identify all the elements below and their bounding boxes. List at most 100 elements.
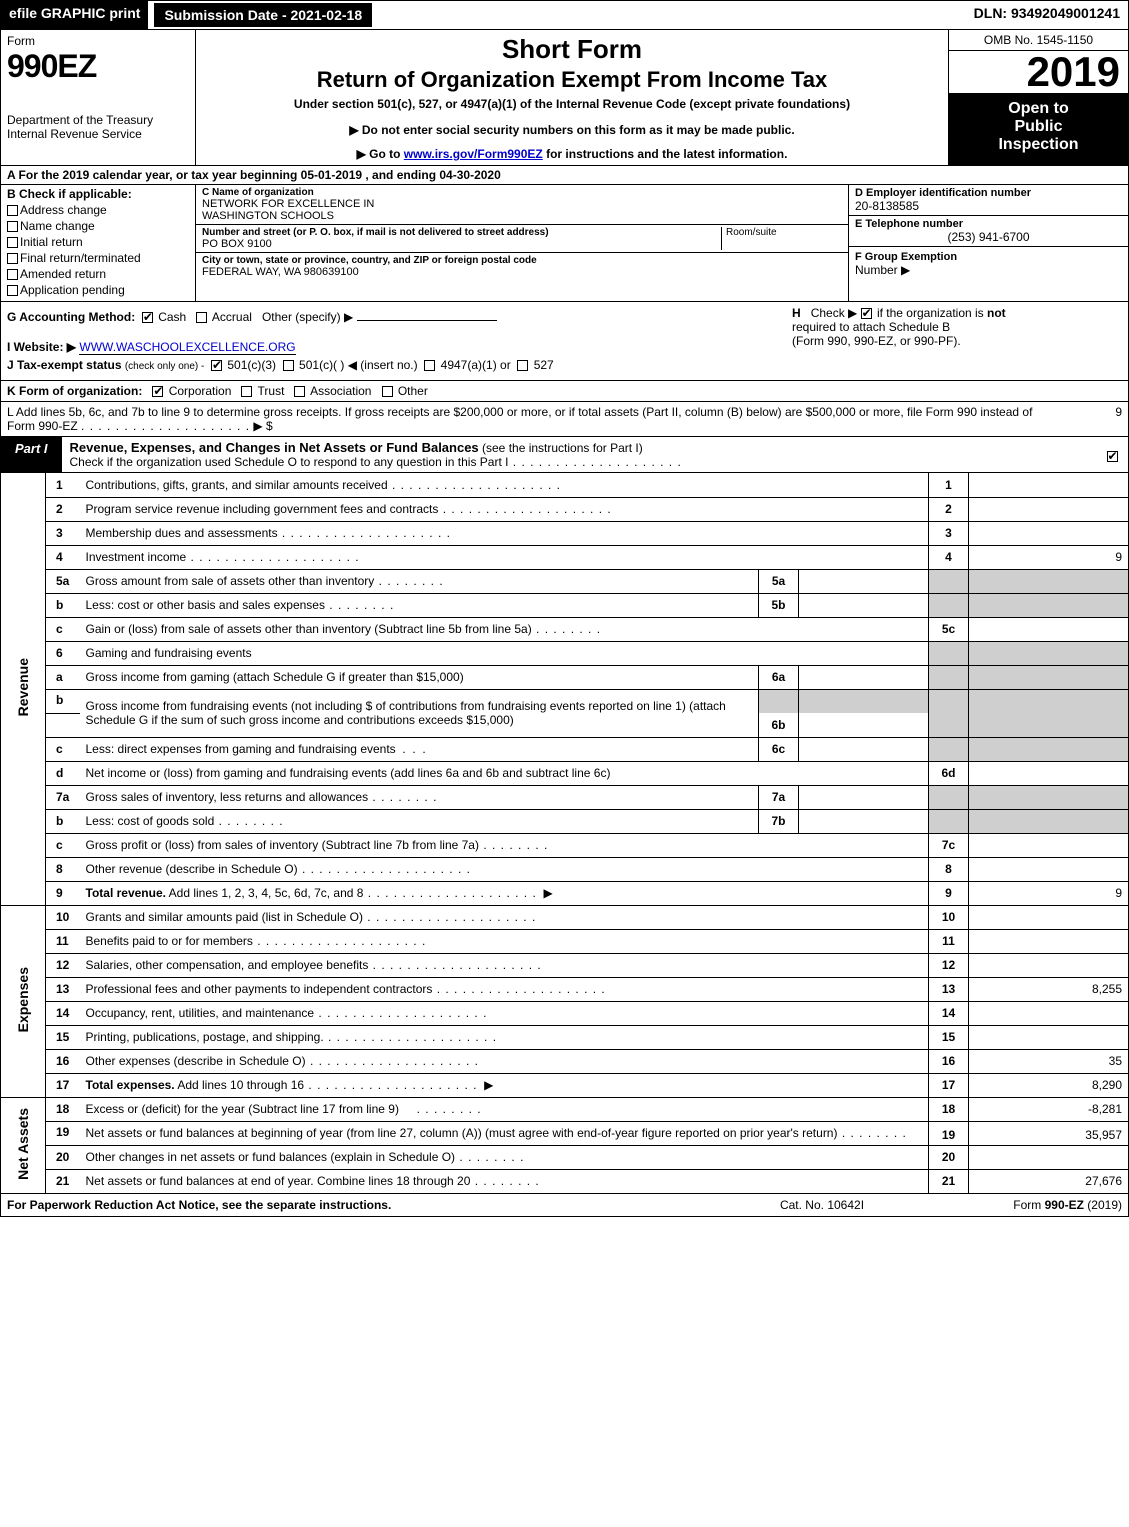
form-header: Form 990EZ Department of the Treasury In…	[0, 30, 1129, 166]
g-accrual-checkbox[interactable]	[196, 312, 207, 323]
row-14: 14 Occupancy, rent, utilities, and maint…	[1, 1001, 1129, 1025]
l9-num: 9	[929, 881, 969, 905]
dept-irs: Internal Revenue Service	[7, 127, 189, 141]
top-bar: efile GRAPHIC print Submission Date - 20…	[0, 0, 1129, 30]
l1-no: 1	[46, 473, 80, 497]
netassets-side-label: Net Assets	[1, 1097, 46, 1193]
k-other-checkbox[interactable]	[382, 386, 393, 397]
l5a-sub: 5a	[759, 569, 799, 593]
row-8: 8 Other revenue (describe in Schedule O)…	[1, 857, 1129, 881]
l-amount: 9	[1062, 405, 1122, 433]
l7b-amt-grey	[969, 809, 1129, 833]
l16-desc: Other expenses (describe in Schedule O)	[80, 1049, 929, 1073]
org-name-label: C Name of organization	[202, 187, 842, 198]
k-corp-checkbox[interactable]	[152, 386, 163, 397]
open-public-inspection: Open to Public Inspection	[949, 94, 1128, 165]
h-text4: (Form 990, 990-EZ, or 990-PF).	[792, 334, 961, 348]
l16-num: 16	[929, 1049, 969, 1073]
cb-amended-return[interactable]: Amended return	[7, 267, 189, 281]
l10-no: 10	[46, 905, 80, 929]
city-label: City or town, state or province, country…	[202, 255, 842, 266]
l10-num: 10	[929, 905, 969, 929]
l7b-no: b	[46, 809, 80, 833]
row-7c: c Gross profit or (loss) from sales of i…	[1, 833, 1129, 857]
g-cash-checkbox[interactable]	[142, 312, 153, 323]
l13-desc: Professional fees and other payments to …	[80, 977, 929, 1001]
part1-schedule-o-checkbox[interactable]	[1107, 451, 1118, 462]
l6a-amt-grey	[969, 665, 1129, 689]
l5a-no: 5a	[46, 569, 80, 593]
j-label: J Tax-exempt status	[7, 358, 122, 372]
ein-cell: D Employer identification number 20-8138…	[849, 185, 1128, 216]
j-501c-checkbox[interactable]	[283, 360, 294, 371]
footer-center: Cat. No. 10642I	[722, 1198, 922, 1212]
l15-amt	[969, 1025, 1129, 1049]
l5a-num-grey	[929, 569, 969, 593]
l4-desc: Investment income	[80, 545, 929, 569]
j-paren: (check only one) -	[125, 361, 204, 372]
section-ghij: H Check ▶ if the organization is not req…	[0, 302, 1129, 381]
g-other-input[interactable]	[357, 320, 497, 321]
form-number: 990EZ	[7, 48, 189, 85]
website-link[interactable]: WWW.WASCHOOLEXCELLENCE.ORG	[79, 340, 295, 355]
l14-amt	[969, 1001, 1129, 1025]
header-right: OMB No. 1545-1150 2019 Open to Public In…	[948, 30, 1128, 165]
part1-dots	[508, 455, 681, 469]
l6b-amt-grey	[969, 689, 1129, 737]
topbar-spacer	[374, 1, 966, 29]
l6a-no: a	[46, 665, 80, 689]
l1-num: 1	[929, 473, 969, 497]
l1-desc: Contributions, gifts, grants, and simila…	[80, 473, 929, 497]
l6c-subamt	[799, 737, 929, 761]
cb-address-change[interactable]: Address change	[7, 203, 189, 217]
cb-initial-return[interactable]: Initial return	[7, 235, 189, 249]
j-4947-checkbox[interactable]	[424, 360, 435, 371]
l17-no: 17	[46, 1073, 80, 1097]
subtitle-under-section: Under section 501(c), 527, or 4947(a)(1)…	[202, 97, 942, 111]
k-assoc-checkbox[interactable]	[294, 386, 305, 397]
cb-final-return[interactable]: Final return/terminated	[7, 251, 189, 265]
l7a-no: 7a	[46, 785, 80, 809]
l6d-no: d	[46, 761, 80, 785]
l16-amt: 35	[969, 1049, 1129, 1073]
efile-print-label[interactable]: efile GRAPHIC print	[1, 1, 148, 29]
j-527-checkbox[interactable]	[517, 360, 528, 371]
k-trust-checkbox[interactable]	[241, 386, 252, 397]
l6c-no: c	[46, 737, 80, 761]
l11-num: 11	[929, 929, 969, 953]
l12-desc: Salaries, other compensation, and employ…	[80, 953, 929, 977]
cb-application-pending[interactable]: Application pending	[7, 283, 189, 297]
l4-no: 4	[46, 545, 80, 569]
l7b-sub: 7b	[759, 809, 799, 833]
inspect-line3: Inspection	[951, 136, 1126, 154]
l12-no: 12	[46, 953, 80, 977]
l-text: L Add lines 5b, 6c, and 7b to line 9 to …	[7, 405, 1062, 433]
goto-line: ▶ Go to www.irs.gov/Form990EZ for instru…	[202, 147, 942, 161]
l7b-num-grey	[929, 809, 969, 833]
l14-no: 14	[46, 1001, 80, 1025]
l6b-spacer2	[799, 689, 929, 713]
l19-desc: Net assets or fund balances at beginning…	[80, 1121, 929, 1145]
page-footer: For Paperwork Reduction Act Notice, see …	[0, 1194, 1129, 1217]
street-row: Number and street (or P. O. box, if mail…	[196, 225, 848, 253]
line-h: H Check ▶ if the organization is not req…	[792, 306, 1122, 348]
l17-desc: Total expenses. Add lines 10 through 16 …	[80, 1073, 929, 1097]
goto-link[interactable]: www.irs.gov/Form990EZ	[404, 147, 543, 161]
part1-lines-table: Revenue 1 Contributions, gifts, grants, …	[0, 473, 1129, 1194]
l5c-amt	[969, 617, 1129, 641]
h-checkbox[interactable]	[861, 308, 872, 319]
part1-tag: Part I	[1, 437, 62, 472]
l5a-amt-grey	[969, 569, 1129, 593]
l7b-subamt	[799, 809, 929, 833]
l-arrow: ▶ $	[253, 419, 272, 433]
header-left: Form 990EZ Department of the Treasury In…	[1, 30, 196, 165]
l6b-subamt	[799, 713, 929, 737]
k-assoc: Association	[310, 384, 371, 398]
cb-name-change[interactable]: Name change	[7, 219, 189, 233]
l6a-subamt	[799, 665, 929, 689]
form-word: Form	[7, 34, 189, 48]
group-exemption-cell: F Group Exemption Number ▶	[849, 247, 1128, 301]
l3-no: 3	[46, 521, 80, 545]
k-other: Other	[398, 384, 428, 398]
j-501c3-checkbox[interactable]	[211, 360, 222, 371]
